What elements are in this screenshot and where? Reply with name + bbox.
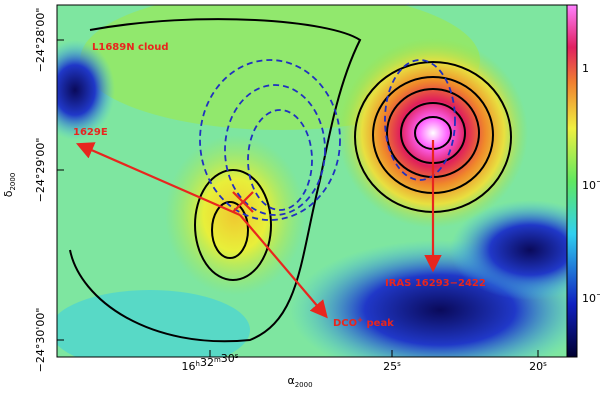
y-axis-title: δ2000 — [2, 173, 17, 198]
y-tick-label: −24°28'00" — [34, 8, 47, 73]
x-tick-label: 20s — [529, 360, 547, 373]
x-axis-title: α2000 — [287, 374, 312, 389]
x-tick-label: 25s — [383, 360, 401, 373]
annotation: DCO+ peak — [333, 316, 394, 329]
map: L1689N cloud 1629E IRAS 16293−2422 DCO+ … — [57, 5, 567, 357]
annotation: IRAS 16293−2422 — [385, 278, 486, 289]
colorbar-tick-label: 1 — [582, 62, 589, 75]
y-tick-label: −24°30'00" — [34, 308, 47, 373]
y-tick-label: −24°29'00" — [34, 138, 47, 203]
annotation: 1629E — [73, 127, 108, 138]
annotation: L1689N cloud — [92, 42, 169, 53]
colorbar — [566, 4, 578, 358]
colorbar-tick-label: 10−1 — [582, 177, 600, 192]
x-tick-label: 16h32m30s — [182, 352, 239, 373]
colorbar-tick-label: 10−2 — [582, 290, 600, 305]
